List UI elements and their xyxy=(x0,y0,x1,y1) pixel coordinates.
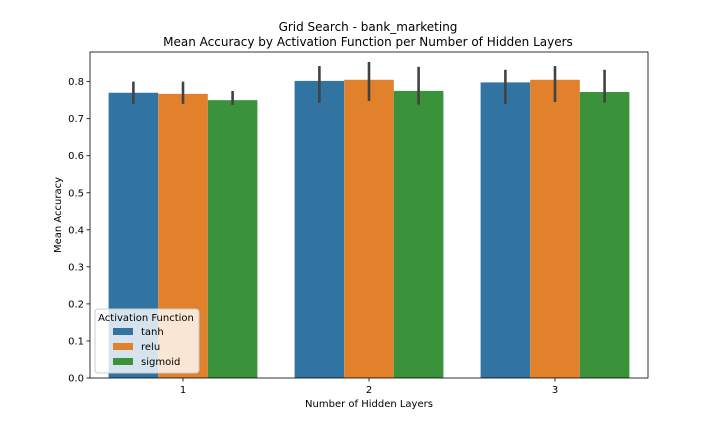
bar-sigmoid-3 xyxy=(579,92,630,378)
bar-relu-3 xyxy=(530,79,580,378)
legend-swatch-relu xyxy=(113,343,133,350)
chart-subtitle: Mean Accuracy by Activation Function per… xyxy=(163,35,573,49)
y-tick-label: 0.3 xyxy=(68,262,84,273)
y-axis: 0.0 0.1 0.2 0.3 0.4 0.5 0.6 0.7 0.8 xyxy=(68,77,90,385)
x-tick-label: 1 xyxy=(180,385,186,396)
legend-box xyxy=(94,308,200,374)
legend-entries: tanh relu sigmoid xyxy=(113,327,180,368)
legend: Activation Function tanh relu sigmoid xyxy=(94,308,200,374)
legend-label-sigmoid: sigmoid xyxy=(141,357,180,368)
error-bars-layer xyxy=(132,62,606,105)
y-tick-label: 0.2 xyxy=(68,299,84,310)
bar-sigmoid-1 xyxy=(207,100,258,378)
y-tick-label: 0.0 xyxy=(68,374,84,385)
y-tick-label: 0.6 xyxy=(68,151,84,162)
legend-swatch-tanh xyxy=(113,328,133,335)
legend-swatch-sigmoid xyxy=(113,358,133,365)
y-tick-label: 0.7 xyxy=(68,114,84,125)
legend-title: Activation Function xyxy=(98,313,194,324)
bar-sigmoid-2 xyxy=(393,90,444,379)
y-tick-label: 0.4 xyxy=(68,225,84,236)
legend-label-tanh: tanh xyxy=(141,327,164,338)
x-tick-label: 2 xyxy=(366,385,372,396)
bar-tanh-3 xyxy=(480,82,531,378)
bars-layer xyxy=(108,79,630,379)
x-axis-label: Number of Hidden Layers xyxy=(305,399,433,410)
y-tick-label: 0.1 xyxy=(68,336,84,347)
bar-relu-2 xyxy=(344,79,394,378)
x-axis: 1 2 3 xyxy=(180,378,558,396)
y-tick-label: 0.5 xyxy=(68,188,84,199)
chart-title: Grid Search - bank_marketing xyxy=(279,20,458,34)
y-axis-label: Mean Accuracy xyxy=(53,177,64,253)
legend-label-relu: relu xyxy=(141,342,160,353)
y-tick-label: 0.8 xyxy=(68,77,84,88)
x-tick-label: 3 xyxy=(552,385,558,396)
bar-tanh-2 xyxy=(294,80,345,379)
